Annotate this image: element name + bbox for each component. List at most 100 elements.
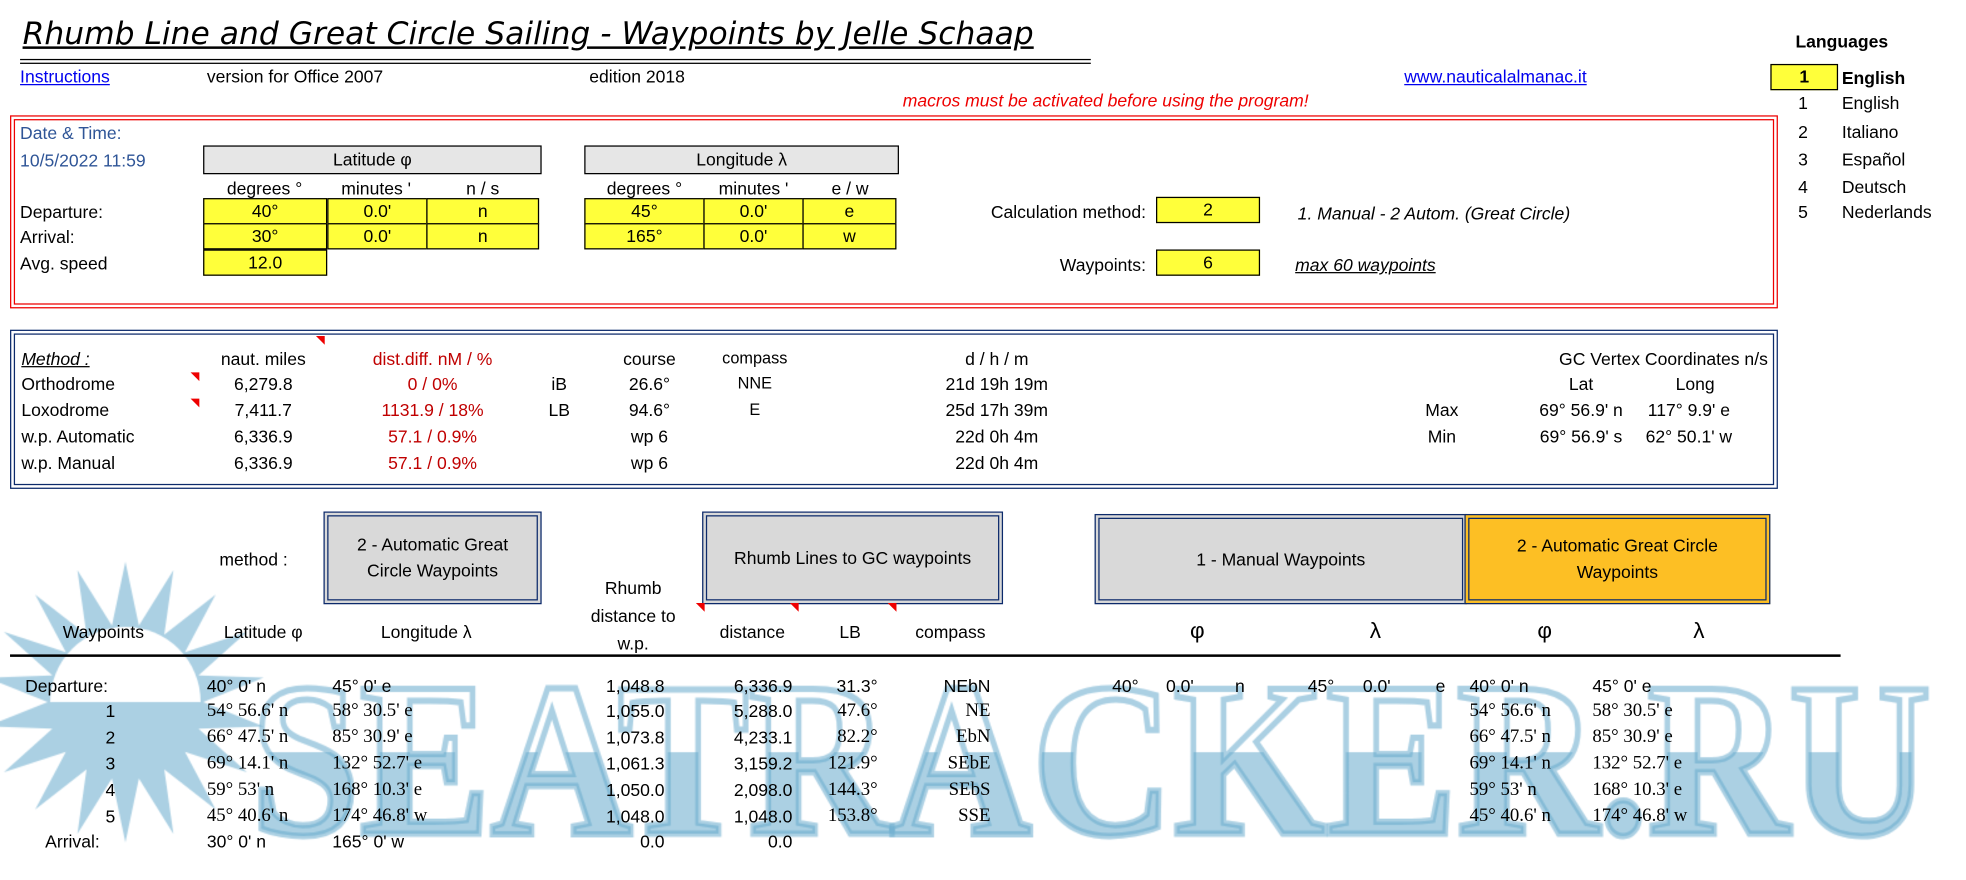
rhumb-distance: 1,055.0 xyxy=(605,700,665,721)
manual-lon-min[interactable]: 0.0' xyxy=(1362,675,1391,696)
departure-lon-min-input[interactable]: 0.0' xyxy=(703,198,804,225)
input-section xyxy=(10,115,1778,309)
website-link[interactable]: www.nauticalalmanac.it xyxy=(1404,66,1587,87)
manual-waypoints-button[interactable]: 1 - Manual Waypoints xyxy=(1094,513,1467,605)
comment-marker xyxy=(887,602,897,612)
waypoint-latitude: 59° 53' n xyxy=(206,779,275,800)
language-option[interactable]: Deutsch xyxy=(1841,176,1907,197)
arrival-ew-input[interactable]: w xyxy=(802,223,897,250)
rhumb-lines-button[interactable]: Rhumb Lines to GC waypoints xyxy=(702,511,1004,605)
result-course: 94.6° xyxy=(628,399,671,420)
col-rhumb-1: Rhumb xyxy=(604,577,662,598)
miles-header: naut. miles xyxy=(220,348,306,369)
waypoints-note: max 60 waypoints xyxy=(1295,254,1436,275)
language-option[interactable]: English xyxy=(1841,92,1900,113)
longitude-header: Longitude λ xyxy=(584,145,899,175)
waypoints-input[interactable]: 6 xyxy=(1156,249,1261,276)
dhm-header: d / h / m xyxy=(965,348,1029,369)
result-label: Orthodrome xyxy=(21,373,115,394)
col-auto-lambda: λ xyxy=(1693,618,1705,644)
arrival-lon-deg-input[interactable]: 165° xyxy=(584,223,705,250)
col-manual-lambda: λ xyxy=(1369,618,1382,644)
auto-latitude: 54° 56.6' n xyxy=(1469,700,1551,721)
rhumb-distance: 1,050.0 xyxy=(605,779,665,800)
auto-longitude: 45° 0' e xyxy=(1592,675,1652,696)
waypoint-label: Departure: xyxy=(25,675,109,696)
manual-lon-deg[interactable]: 45° xyxy=(1307,675,1335,696)
vertex-lat-header: Lat xyxy=(1568,373,1594,394)
lat-deg-sub: degrees ° xyxy=(226,178,303,199)
speed-input[interactable]: 12.0 xyxy=(203,249,328,276)
language-number[interactable]: 4 xyxy=(1798,176,1808,197)
result-dhm: 21d 19h 19m xyxy=(945,373,1049,394)
auto-latitude: 45° 40.6' n xyxy=(1469,806,1551,827)
result-label: w.p. Automatic xyxy=(21,426,135,447)
vertex-label: Max xyxy=(1425,399,1459,420)
lb-course: 31.3° xyxy=(836,675,878,696)
waypoint-longitude: 168° 10.3' e xyxy=(332,779,423,800)
waypoint-latitude: 40° 0' n xyxy=(206,675,267,696)
result-type: iB xyxy=(551,373,568,394)
waypoint-longitude: 85° 30.9' e xyxy=(332,727,413,748)
waypoint-latitude: 69° 14.1' n xyxy=(206,753,289,774)
result-compass: E xyxy=(749,399,761,419)
col-rhumb-3: w.p. xyxy=(617,633,649,654)
result-miles: 6,336.9 xyxy=(234,426,293,447)
col-longitude: Longitude λ xyxy=(380,621,472,642)
manual-lat-min[interactable]: 0.0' xyxy=(1166,675,1194,696)
auto-longitude: 132° 52.7' e xyxy=(1592,753,1683,774)
comment-marker xyxy=(315,335,325,345)
result-label: Loxodrome xyxy=(21,399,110,420)
waypoint-label: Arrival: xyxy=(45,831,100,852)
departure-lon-deg-input[interactable]: 45° xyxy=(584,198,705,225)
course-header: course xyxy=(623,348,676,369)
diff-header: dist.diff. nM / % xyxy=(372,348,493,369)
compass-header: compass xyxy=(722,348,788,368)
col-manual-phi: φ xyxy=(1190,618,1205,644)
language-option[interactable]: Nederlands xyxy=(1841,201,1932,222)
departure-ew-input[interactable]: e xyxy=(802,198,897,225)
departure-lat-deg-input[interactable]: 40° xyxy=(203,198,328,225)
col-lb: LB xyxy=(839,621,861,642)
distance: 5,288.0 xyxy=(733,700,793,721)
departure-lat-min-input[interactable]: 0.0' xyxy=(327,198,428,225)
auto-gc-button[interactable]: 2 - Automatic Great Circle Waypoints xyxy=(323,511,542,605)
lon-min-sub: minutes ' xyxy=(718,178,789,199)
col-distance: distance xyxy=(719,621,785,642)
language-number[interactable]: 5 xyxy=(1798,201,1808,222)
result-diff: 57.1 / 0.9% xyxy=(388,452,477,473)
result-compass: NNE xyxy=(737,373,772,393)
departure-label: Departure: xyxy=(20,201,104,222)
language-number[interactable]: 3 xyxy=(1798,149,1808,170)
auto-latitude: 40° 0' n xyxy=(1469,675,1529,696)
language-number[interactable]: 2 xyxy=(1798,121,1808,142)
instructions-link[interactable]: Instructions xyxy=(20,66,110,87)
calc-method-label: Calculation method: xyxy=(990,201,1146,222)
language-option[interactable]: Español xyxy=(1841,149,1906,170)
arrival-lon-min-input[interactable]: 0.0' xyxy=(703,223,804,250)
manual-ns[interactable]: n xyxy=(1234,675,1245,696)
manual-ew[interactable]: e xyxy=(1435,675,1446,696)
waypoint-longitude: 165° 0' w xyxy=(332,831,405,852)
selected-language: English xyxy=(1841,67,1906,88)
auto-gc-waypoints-tab[interactable]: 2 - Automatic Great Circle Waypoints xyxy=(1464,513,1771,605)
arrival-ns-input[interactable]: n xyxy=(426,223,540,250)
manual-lat-deg[interactable]: 40° xyxy=(1112,675,1139,696)
compass: SEbE xyxy=(947,753,991,774)
table-header-rule xyxy=(10,654,1841,657)
distance: 4,233.1 xyxy=(733,727,793,748)
result-dhm: 22d 0h 4m xyxy=(955,426,1039,447)
result-course: wp 6 xyxy=(630,426,669,447)
arrival-lat-min-input[interactable]: 0.0' xyxy=(327,223,428,250)
language-number[interactable]: 1 xyxy=(1798,92,1808,113)
calc-method-input[interactable]: 2 xyxy=(1156,196,1261,224)
auto-longitude: 58° 30.5' e xyxy=(1592,700,1673,721)
arrival-lat-deg-input[interactable]: 30° xyxy=(203,223,328,250)
departure-ns-input[interactable]: n xyxy=(426,198,540,225)
language-option[interactable]: Italiano xyxy=(1841,121,1899,142)
lon-deg-sub: degrees ° xyxy=(606,178,683,199)
distance: 1,048.0 xyxy=(733,806,793,827)
language-selector[interactable]: 1 xyxy=(1770,63,1839,91)
lb-course: 144.3° xyxy=(827,779,878,800)
waypoint-number: 4 xyxy=(105,779,116,800)
